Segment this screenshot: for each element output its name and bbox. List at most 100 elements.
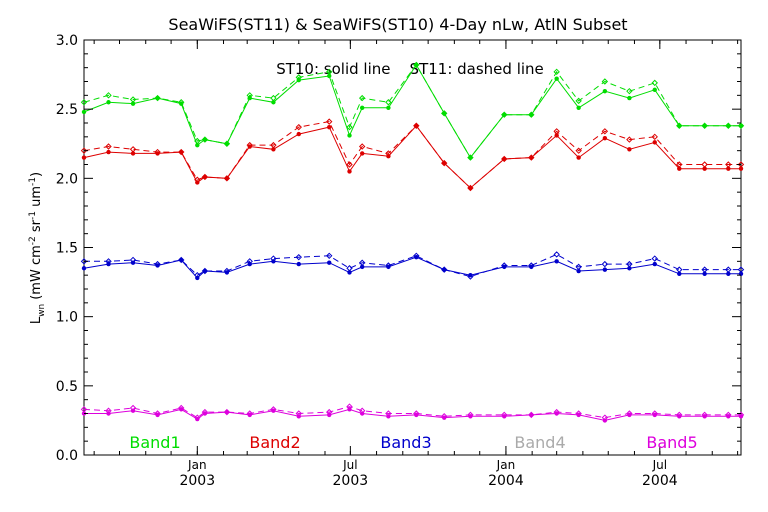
data-point xyxy=(553,128,560,135)
data-point xyxy=(178,256,185,264)
data-point xyxy=(178,404,185,412)
data-point xyxy=(246,258,253,265)
data-point xyxy=(154,410,161,417)
data-point xyxy=(467,154,474,161)
y-axis-label-units: (mW cm xyxy=(29,245,44,300)
data-point xyxy=(385,410,392,417)
data-point xyxy=(346,161,353,168)
data-point xyxy=(553,251,560,258)
y-tick-label: 0.5 xyxy=(56,379,78,395)
data-point xyxy=(105,258,112,265)
x-tick-label-year: 2004 xyxy=(488,473,524,489)
data-point xyxy=(413,410,420,417)
data-point xyxy=(576,105,581,110)
data-point xyxy=(627,266,632,271)
data-point xyxy=(441,159,448,167)
data-point xyxy=(626,410,633,417)
x-tick-label-month: Jul xyxy=(652,458,667,472)
data-point xyxy=(726,271,731,276)
data-point xyxy=(554,76,559,81)
data-point xyxy=(195,142,200,148)
data-point xyxy=(223,267,231,275)
data-point xyxy=(528,262,535,269)
data-point xyxy=(413,122,420,129)
y-axis-label-sr: sr xyxy=(29,219,44,236)
y-axis-label-um: um xyxy=(29,186,44,211)
y-tick-label: 2.0 xyxy=(56,171,78,187)
data-point xyxy=(442,415,447,420)
data-point xyxy=(652,140,657,145)
y-tick-label: 1.0 xyxy=(56,310,78,326)
data-point xyxy=(80,99,88,106)
data-point xyxy=(246,410,253,417)
data-point xyxy=(358,94,366,102)
data-point xyxy=(701,122,708,129)
data-point xyxy=(106,149,111,155)
data-point xyxy=(246,141,253,149)
data-point xyxy=(602,88,608,94)
data-point xyxy=(626,87,633,95)
data-point xyxy=(105,407,112,414)
data-point xyxy=(576,155,581,160)
data-point xyxy=(154,94,161,102)
data-point xyxy=(223,175,231,182)
axis-layer: 0.00.51.01.52.02.53.0Jan2003Jul2003Jan20… xyxy=(56,33,741,489)
data-point xyxy=(347,133,352,138)
data-point xyxy=(554,133,559,138)
data-point xyxy=(223,140,231,147)
data-point xyxy=(601,414,609,421)
data-point xyxy=(576,268,581,274)
data-point xyxy=(626,260,633,268)
data-point xyxy=(441,110,448,117)
data-point xyxy=(105,143,112,150)
data-point xyxy=(295,253,302,261)
data-point xyxy=(501,155,508,163)
data-point xyxy=(154,260,161,268)
data-point xyxy=(737,266,745,273)
data-point xyxy=(358,259,366,266)
data-point xyxy=(413,252,420,260)
data-point xyxy=(737,411,745,419)
data-point xyxy=(81,155,87,160)
data-point xyxy=(651,410,658,417)
data-point xyxy=(725,411,732,419)
data-point xyxy=(347,169,352,174)
data-point xyxy=(627,95,632,101)
data-point xyxy=(327,260,332,265)
data-point xyxy=(385,262,392,269)
data-point xyxy=(223,408,231,416)
data-point xyxy=(385,150,392,157)
data-point xyxy=(80,147,88,154)
data-point xyxy=(359,264,365,270)
data-point xyxy=(601,78,609,85)
data-point xyxy=(347,270,352,275)
data-point xyxy=(501,411,508,419)
data-point xyxy=(386,264,391,270)
data-point xyxy=(701,266,708,273)
data-point xyxy=(296,131,301,137)
data-point xyxy=(441,413,448,420)
data-point xyxy=(467,184,474,192)
data-point xyxy=(295,410,302,417)
data-point xyxy=(441,266,448,273)
data-point xyxy=(501,111,508,118)
data-point xyxy=(414,254,419,260)
y-axis-label-exp2: -1 xyxy=(28,211,38,220)
data-point xyxy=(652,261,657,267)
data-point xyxy=(601,260,609,268)
data-point xyxy=(326,252,333,260)
data-point xyxy=(737,161,745,168)
data-point xyxy=(155,412,160,418)
data-point xyxy=(702,166,707,171)
data-point xyxy=(553,408,560,416)
series-line-band3-st11 xyxy=(84,253,741,278)
data-point xyxy=(80,406,88,413)
data-point xyxy=(528,111,535,118)
data-point xyxy=(701,161,708,168)
data-point xyxy=(601,128,609,135)
data-point xyxy=(467,411,474,419)
data-point xyxy=(346,265,353,272)
data-point xyxy=(178,99,185,106)
legend-item-band3: Band3 xyxy=(380,433,431,452)
